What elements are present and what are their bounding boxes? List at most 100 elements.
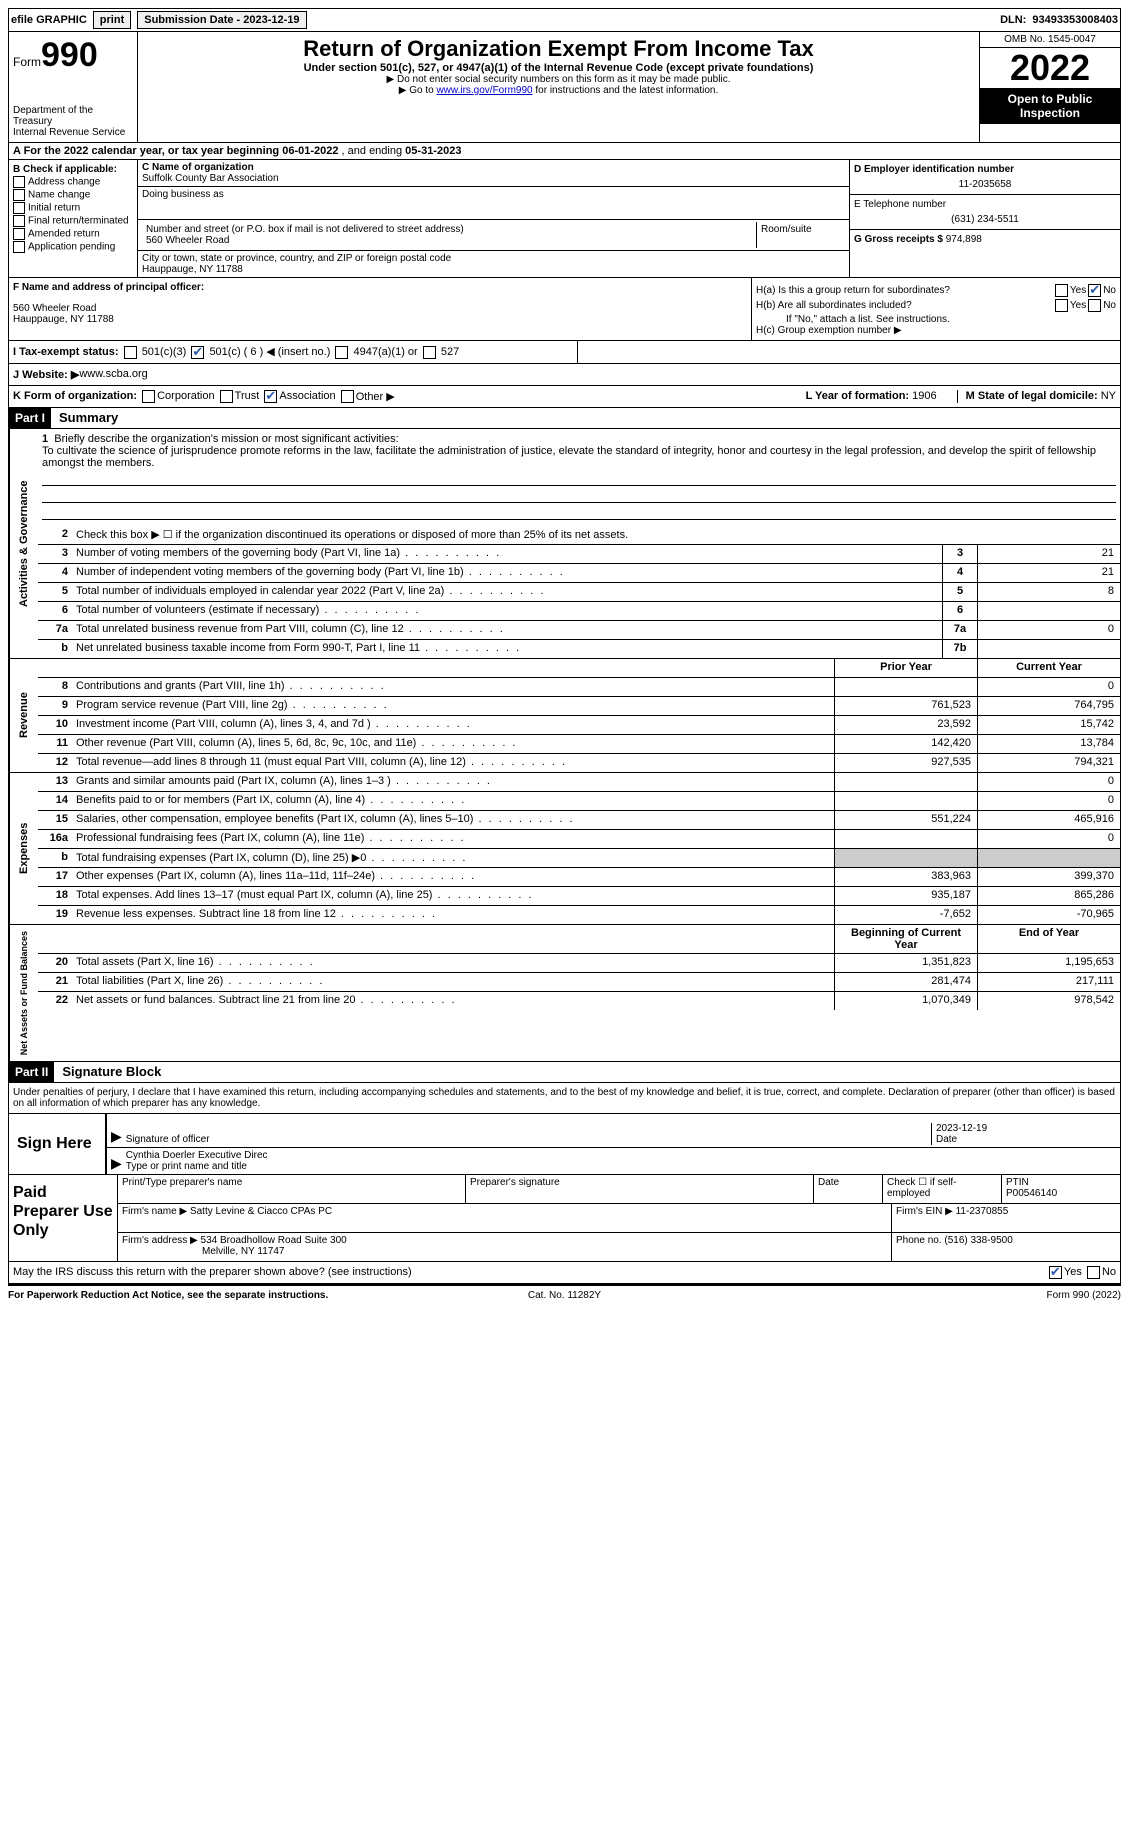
row-num: 13 xyxy=(38,773,72,791)
chk-4947[interactable] xyxy=(335,346,348,359)
dba-label: Doing business as xyxy=(142,189,845,200)
row-prior: 927,535 xyxy=(834,754,977,772)
row-text: Contributions and grants (Part VIII, lin… xyxy=(72,678,834,696)
summary-row: 5 Total number of individuals employed i… xyxy=(38,583,1120,602)
h-a-no[interactable] xyxy=(1088,284,1101,297)
tax-status-label: I Tax-exempt status: xyxy=(13,346,119,358)
box-m: M State of legal domicile: NY xyxy=(957,390,1116,403)
line-2-text: Check this box ▶ ☐ if the organization d… xyxy=(72,526,1120,544)
summary-row: b Net unrelated business taxable income … xyxy=(38,640,1120,658)
discuss-label: May the IRS discuss this return with the… xyxy=(13,1266,412,1278)
h-b-yes[interactable] xyxy=(1055,299,1068,312)
firm-addr1: 534 Broadhollow Road Suite 300 xyxy=(201,1235,347,1246)
chk-name-change[interactable]: Name change xyxy=(13,189,133,201)
summary-row: 18 Total expenses. Add lines 13–17 (must… xyxy=(38,887,1120,906)
period-end: 05-31-2023 xyxy=(405,145,461,157)
row-prior: 281,474 xyxy=(834,973,977,991)
discuss-no[interactable] xyxy=(1087,1266,1100,1279)
tax-year: 2022 xyxy=(980,48,1120,88)
irs-link[interactable]: www.irs.gov/Form990 xyxy=(436,85,532,96)
addr-value: 560 Wheeler Road xyxy=(146,235,752,246)
pra-notice: For Paperwork Reduction Act Notice, see … xyxy=(8,1290,379,1301)
phone-value: (516) 338-9500 xyxy=(944,1235,1012,1246)
row-prior: 761,523 xyxy=(834,697,977,715)
row-box: 6 xyxy=(942,602,977,620)
rev-header: Prior Year Current Year xyxy=(38,659,1120,678)
period-begin: 06-01-2022 xyxy=(282,145,338,157)
chk-trust[interactable] xyxy=(220,390,233,403)
h-a-label: H(a) Is this a group return for subordin… xyxy=(756,285,1053,296)
row-num: 6 xyxy=(38,602,72,620)
firm-name: Satty Levine & Ciacco CPAs PC xyxy=(190,1206,332,1217)
addr-label: Number and street (or P.O. box if mail i… xyxy=(146,224,752,235)
city-label: City or town, state or province, country… xyxy=(142,253,845,264)
row-text: Investment income (Part VIII, column (A)… xyxy=(72,716,834,734)
summary-row: 21 Total liabilities (Part X, line 26) 2… xyxy=(38,973,1120,992)
row-curr: 13,784 xyxy=(977,735,1120,753)
row-text: Total unrelated business revenue from Pa… xyxy=(72,621,942,639)
row-num: 5 xyxy=(38,583,72,601)
ptin-label: PTIN xyxy=(1006,1177,1116,1188)
chk-501c[interactable] xyxy=(191,346,204,359)
row-prior: -7,652 xyxy=(834,906,977,924)
city-value: Hauppauge, NY 11788 xyxy=(142,264,845,275)
row-curr: 0 xyxy=(977,773,1120,791)
hdr-begin: Beginning of Current Year xyxy=(834,925,977,953)
net-header: Beginning of Current Year End of Year xyxy=(38,925,1120,954)
chk-amended[interactable]: Amended return xyxy=(13,228,133,240)
efile-label: efile GRAPHIC xyxy=(11,14,87,26)
period-line: A For the 2022 calendar year, or tax yea… xyxy=(8,143,1121,160)
row-prior: 1,351,823 xyxy=(834,954,977,972)
row-text: Salaries, other compensation, employee b… xyxy=(72,811,834,829)
sign-here-row: Sign Here ▶ Signature of officer 2023-12… xyxy=(9,1113,1120,1174)
form-subtitle: Under section 501(c), 527, or 4947(a)(1)… xyxy=(142,62,975,74)
row-num: 21 xyxy=(38,973,72,991)
h-b-label: H(b) Are all subordinates included? xyxy=(756,300,1053,311)
chk-501c3[interactable] xyxy=(124,346,137,359)
h-b-no[interactable] xyxy=(1088,299,1101,312)
summary-row: 11 Other revenue (Part VIII, column (A),… xyxy=(38,735,1120,754)
chk-final-return[interactable]: Final return/terminated xyxy=(13,215,133,227)
chk-initial-return[interactable]: Initial return xyxy=(13,202,133,214)
row-text: Total number of individuals employed in … xyxy=(72,583,942,601)
row-num: 22 xyxy=(38,992,72,1010)
row-prior: 935,187 xyxy=(834,887,977,905)
row-curr: 465,916 xyxy=(977,811,1120,829)
mission-label: Briefly describe the organization's miss… xyxy=(54,433,398,445)
row-prior xyxy=(834,678,977,696)
room-suite-label: Room/suite xyxy=(757,222,845,248)
h-a-yes[interactable] xyxy=(1055,284,1068,297)
header-grid: B Check if applicable: Address change Na… xyxy=(8,160,1121,278)
row-curr xyxy=(977,849,1120,867)
chk-corp[interactable] xyxy=(142,390,155,403)
chk-pending[interactable]: Application pending xyxy=(13,241,133,253)
chk-other[interactable] xyxy=(341,390,354,403)
omb-number: OMB No. 1545-0047 xyxy=(980,32,1120,48)
hdr-end: End of Year xyxy=(977,925,1120,953)
print-button[interactable]: print xyxy=(93,11,131,29)
box-b: B Check if applicable: Address change Na… xyxy=(9,160,138,277)
paid-preparer-row: Paid Preparer Use Only Print/Type prepar… xyxy=(9,1174,1120,1261)
dln-label: DLN: xyxy=(1000,14,1026,26)
line-1: 1 Briefly describe the organization's mi… xyxy=(38,429,1120,526)
chk-assoc[interactable] xyxy=(264,390,277,403)
name-title-label: Type or print name and title xyxy=(126,1161,1116,1172)
perjury-declaration: Under penalties of perjury, I declare th… xyxy=(9,1083,1120,1113)
paid-preparer-label: Paid Preparer Use Only xyxy=(9,1175,117,1261)
chk-address-change[interactable]: Address change xyxy=(13,176,133,188)
summary-row: 15 Salaries, other compensation, employe… xyxy=(38,811,1120,830)
row-box: 3 xyxy=(942,545,977,563)
tab-revenue: Revenue xyxy=(9,659,38,772)
summary-row: 22 Net assets or fund balances. Subtract… xyxy=(38,992,1120,1010)
discuss-yes[interactable] xyxy=(1049,1266,1062,1279)
chk-527[interactable] xyxy=(423,346,436,359)
row-text: Revenue less expenses. Subtract line 18 … xyxy=(72,906,834,924)
row-text: Net unrelated business taxable income fr… xyxy=(72,640,942,658)
page-footer: For Paperwork Reduction Act Notice, see … xyxy=(8,1284,1121,1305)
row-curr: 15,742 xyxy=(977,716,1120,734)
summary-row: 10 Investment income (Part VIII, column … xyxy=(38,716,1120,735)
note-ssn: ▶ Do not enter social security numbers o… xyxy=(142,74,975,85)
prep-self-employed[interactable]: Check ☐ if self-employed xyxy=(883,1175,1002,1203)
submission-label: Submission Date - xyxy=(144,14,243,26)
period-pre: A For the 2022 calendar year, or tax yea… xyxy=(13,145,282,157)
